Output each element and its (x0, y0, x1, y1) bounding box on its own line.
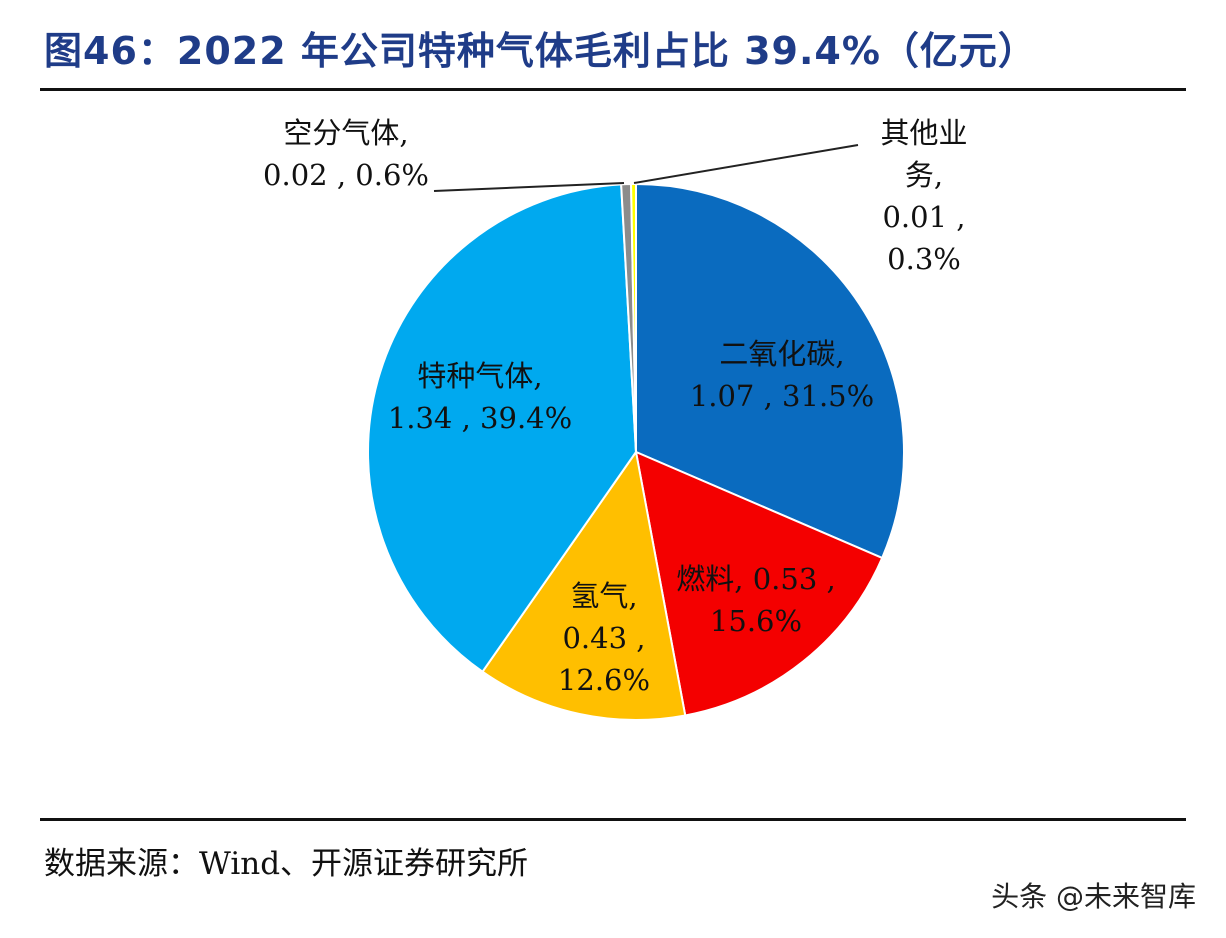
title-rule (40, 88, 1186, 91)
slice-label-5-line-2: 0.01 , (882, 200, 965, 234)
pie-slice-2 (481, 449, 687, 721)
slice-label-0-line-1: 1.07 , 31.5% (690, 379, 874, 413)
footer-rule (40, 818, 1186, 821)
slice-label-4-line-1: 0.02 , 0.6% (263, 158, 429, 192)
slice-label-3-line-1: 1.34 , 39.4% (388, 401, 572, 435)
pie-slices (367, 182, 905, 721)
slice-label-0-line-0: 二氧化碳, (719, 337, 844, 371)
pie-labels: 二氧化碳, 1.07 , 31.5% 燃料, 0.53 , 15.6% 氢气, 0.43 … (263, 116, 967, 697)
pie-slice-5 (630, 182, 637, 453)
slice-label-1-line-0: 燃料, 0.53 , (676, 562, 835, 596)
pie-slice-3 (367, 183, 638, 674)
slice-label-0: 二氧化碳, 1.07 , 31.5% (690, 337, 874, 413)
slice-label-2-line-1: 0.43 , (562, 621, 645, 655)
leader-line-4 (433, 182, 625, 192)
slice-label-1: 燃料, 0.53 , 15.6% (676, 562, 835, 638)
slice-label-5-line-0: 其他业 (880, 116, 967, 150)
slice-label-2: 氢气, 0.43 , 12.6% (558, 579, 650, 697)
slice-label-4: 空分气体, 0.02 , 0.6% (263, 116, 429, 192)
pie-slice-1 (634, 450, 884, 717)
slice-label-3-line-0: 特种气体, (417, 359, 542, 393)
slice-label-5-line-3: 0.3% (887, 242, 961, 276)
slice-label-1-line-1: 15.6% (710, 604, 802, 638)
pie-slice-0 (635, 182, 905, 560)
slice-label-4-line-0: 空分气体, (283, 116, 408, 150)
pie-chart: 二氧化碳, 1.07 , 31.5% 燃料, 0.53 , 15.6% 氢气, 0.43 … (263, 116, 968, 721)
chart-title: 图46：2022 年公司特种气体毛利占比 39.4%（亿元） (44, 29, 1037, 73)
slice-label-5-line-1: 务, (905, 158, 943, 192)
slice-label-2-line-2: 12.6% (558, 663, 650, 697)
source-note: 数据来源：Wind、开源证券研究所 (44, 846, 529, 882)
slice-label-3: 特种气体, 1.34 , 39.4% (388, 359, 572, 435)
slice-label-5: 其他业务, 0.01 , 0.3% (880, 116, 967, 276)
watermark: 头条 @未来智库 (991, 880, 1196, 913)
leader-line-5 (633, 144, 859, 184)
slice-label-2-line-0: 氢气, (570, 579, 637, 613)
